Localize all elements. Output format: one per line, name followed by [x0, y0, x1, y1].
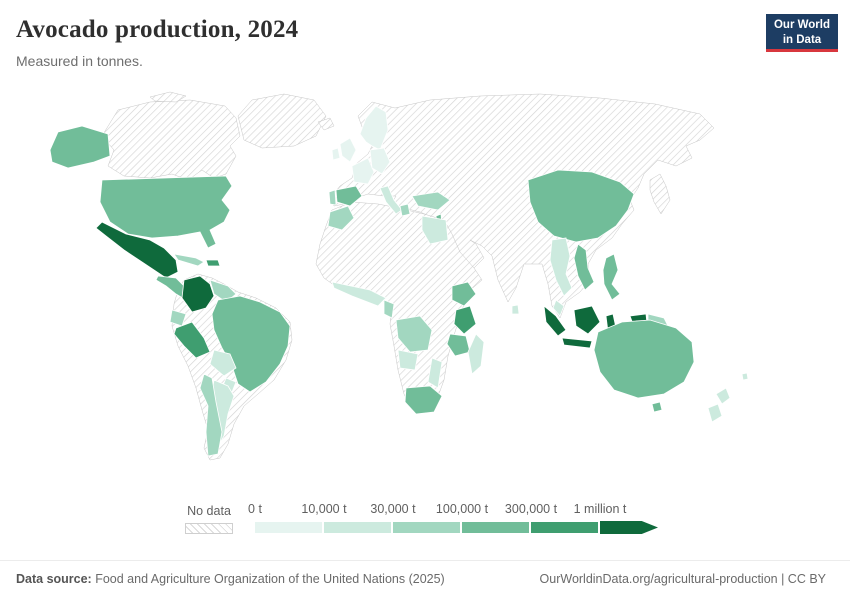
- legend-scale: 0 t 10,000 t 30,000 t 100,000 t 300,000 …: [248, 502, 658, 534]
- data-source: Data source: Food and Agriculture Organi…: [16, 572, 445, 586]
- legend-swatches: [255, 521, 658, 534]
- owid-logo: Our World in Data: [766, 14, 838, 52]
- legend-tick-3: 100,000 t: [435, 502, 489, 516]
- map-legend: No data 0 t 10,000 t 30,000 t 100,000 t …: [185, 490, 850, 534]
- country-sri-lanka: [511, 304, 520, 315]
- data-source-label: Data source:: [16, 572, 92, 586]
- legend-arrow-swatch: [600, 521, 658, 534]
- land-iceland: [317, 117, 335, 131]
- chart-footer: Data source: Food and Agriculture Organi…: [0, 560, 850, 600]
- country-vietnam: [573, 243, 595, 291]
- land-canada: [101, 99, 241, 181]
- legend-no-data: No data: [185, 504, 233, 534]
- legend-swatch-2: [324, 522, 391, 533]
- country-indonesia-borneo: [573, 305, 601, 335]
- world-map: [0, 88, 850, 476]
- country-greece: [399, 203, 411, 217]
- credit-line: OurWorldinData.org/agricultural-producti…: [539, 572, 826, 586]
- data-source-text: Food and Agriculture Organization of the…: [91, 572, 445, 586]
- country-angola: [397, 349, 419, 371]
- legend-swatch-3: [393, 522, 460, 533]
- country-egypt: [421, 215, 449, 245]
- country-bolivia: [209, 349, 237, 377]
- country-south-africa: [404, 385, 443, 415]
- legend-tick-2: 30,000 t: [370, 502, 416, 516]
- country-indonesia-java: [561, 337, 593, 349]
- chart-title: Avocado production, 2024: [16, 16, 299, 43]
- legend-no-data-label: No data: [187, 504, 231, 518]
- country-australia: [593, 319, 695, 399]
- legend-swatch-4: [462, 522, 529, 533]
- country-tanzania: [446, 333, 471, 357]
- country-west-africa: [331, 281, 387, 307]
- legend-tick-0: 0 t: [248, 502, 262, 516]
- country-tasmania: [651, 401, 663, 413]
- country-norway-sweden: [359, 105, 389, 151]
- country-dr-congo: [395, 315, 433, 353]
- country-portugal: [328, 189, 337, 206]
- owid-logo-line1: Our World: [773, 19, 830, 31]
- country-alaska: [49, 125, 111, 169]
- country-cameroon: [383, 299, 395, 319]
- legend-tick-4: 300,000 t: [504, 502, 558, 516]
- country-spain: [335, 185, 363, 207]
- country-peru: [173, 321, 211, 359]
- chart-header: Avocado production, 2024 Measured in ton…: [0, 0, 850, 88]
- country-morocco: [327, 205, 355, 231]
- country-ethiopia: [451, 281, 477, 307]
- legend-swatch-5: [531, 522, 598, 533]
- country-united-states: [99, 175, 233, 249]
- country-new-zealand-south: [707, 403, 723, 423]
- country-turkey: [411, 191, 451, 211]
- land-japan: [649, 173, 671, 215]
- country-colombia: [181, 275, 215, 313]
- country-fiji: [741, 372, 749, 381]
- country-dominican-republic: [205, 259, 221, 267]
- country-chile: [199, 373, 223, 457]
- country-china: [527, 169, 635, 243]
- land-greenland: [237, 93, 327, 149]
- country-united-kingdom: [339, 137, 357, 163]
- country-brazil: [211, 295, 291, 393]
- country-philippines: [602, 253, 621, 301]
- country-cuba: [173, 253, 205, 267]
- land-arctic-islands: [149, 91, 187, 103]
- country-indonesia-sumatra: [543, 305, 567, 337]
- country-germany: [369, 147, 391, 175]
- legend-tick-5: 1 million t: [573, 502, 627, 516]
- owid-logo-line2: in Data: [782, 33, 822, 46]
- legend-no-data-swatch: [185, 523, 233, 534]
- country-france: [351, 157, 375, 185]
- legend-swatch-1: [255, 522, 322, 533]
- chart-subtitle: Measured in tonnes.: [16, 53, 143, 69]
- country-kenya: [453, 305, 477, 335]
- legend-tick-1: 10,000 t: [301, 502, 347, 516]
- country-ireland: [331, 147, 341, 161]
- country-thailand-myanmar: [549, 237, 573, 297]
- country-new-zealand-north: [715, 387, 731, 405]
- country-malaysia: [552, 299, 565, 317]
- country-mozambique: [427, 357, 443, 389]
- country-madagascar: [467, 333, 485, 375]
